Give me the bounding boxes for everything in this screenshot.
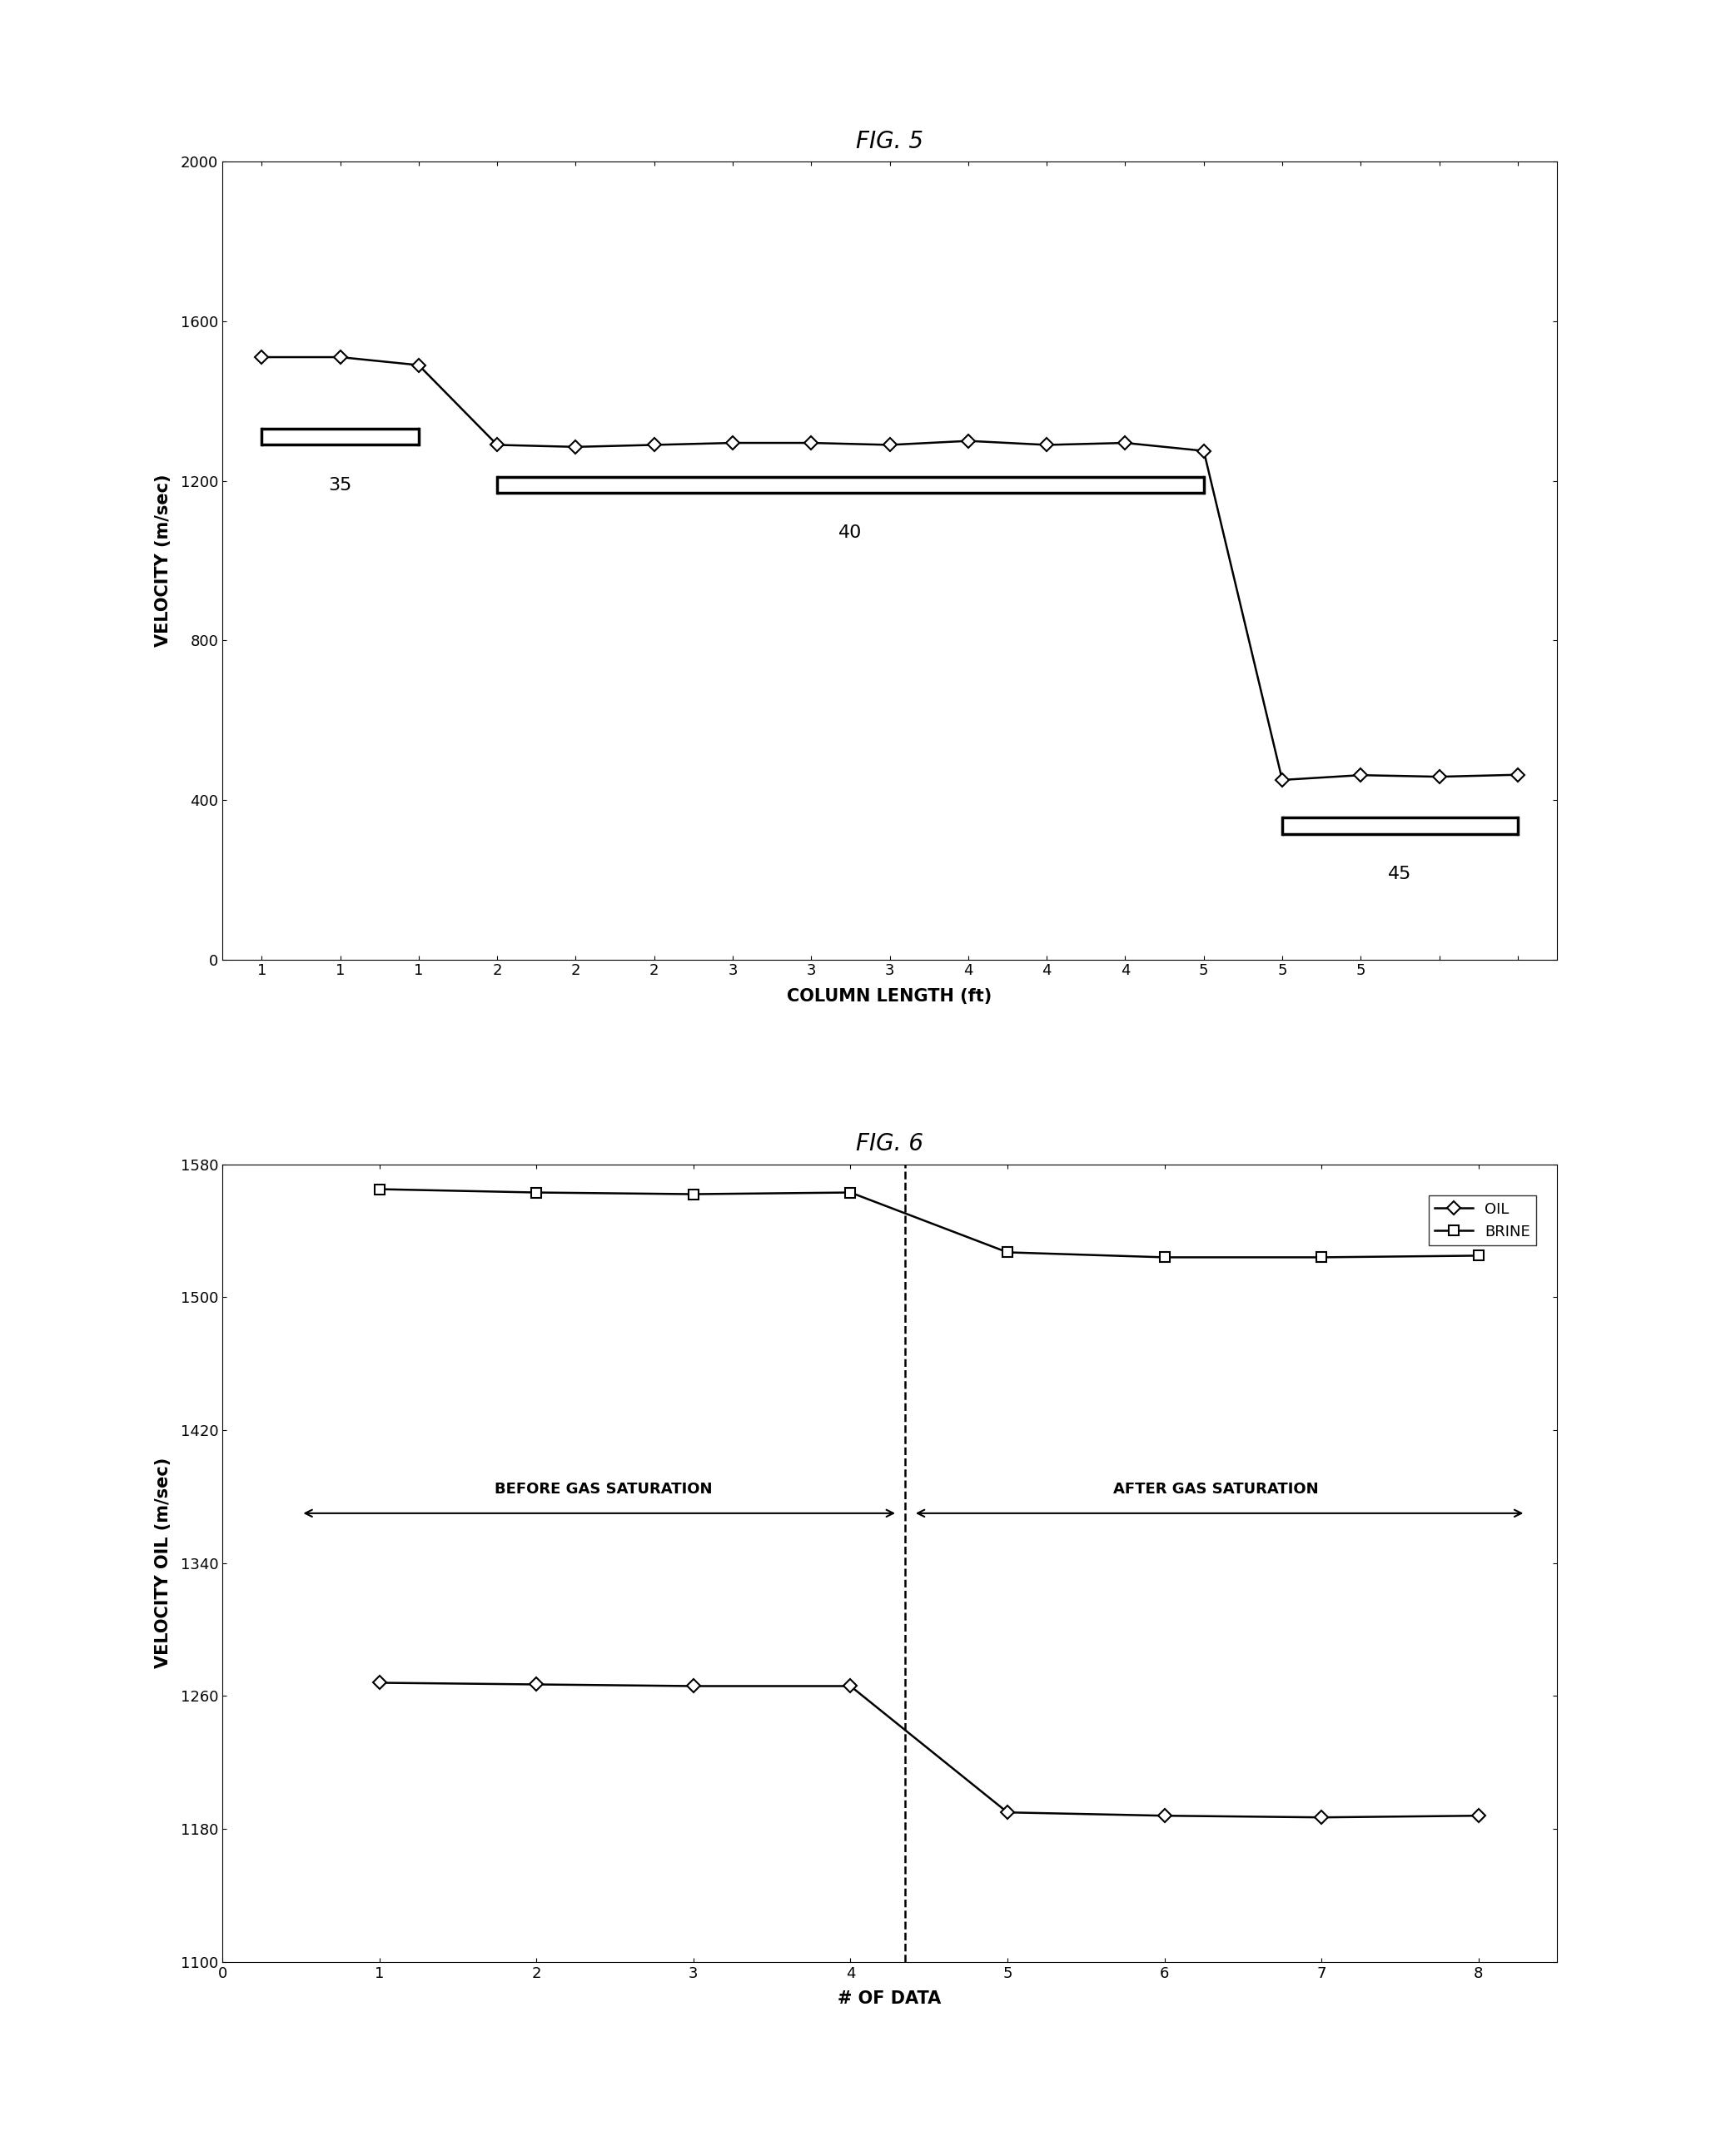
- BRINE: [370, 1177, 390, 1203]
- Line: BRINE: BRINE: [375, 1184, 1483, 1261]
- BRINE: [1155, 1244, 1175, 1270]
- X-axis label: COLUMN LENGTH (ft): COLUMN LENGTH (ft): [787, 987, 992, 1005]
- Title: FIG. 6: FIG. 6: [856, 1132, 924, 1156]
- Legend: OIL, BRINE: OIL, BRINE: [1429, 1197, 1536, 1246]
- OIL: [527, 1671, 548, 1697]
- X-axis label: # OF DATA: # OF DATA: [838, 1990, 941, 2007]
- BRINE: [840, 1179, 861, 1205]
- OIL: [1468, 1802, 1489, 1828]
- OIL: [840, 1673, 861, 1699]
- Y-axis label: VELOCITY OIL (m/sec): VELOCITY OIL (m/sec): [154, 1457, 171, 1669]
- OIL: [1311, 1805, 1331, 1830]
- Text: BEFORE GAS SATURATION: BEFORE GAS SATURATION: [494, 1481, 712, 1496]
- Text: 40: 40: [838, 524, 862, 541]
- BRINE: [1468, 1242, 1489, 1268]
- Line: OIL: OIL: [375, 1677, 1483, 1822]
- BRINE: [1311, 1244, 1331, 1270]
- OIL: [1155, 1802, 1175, 1828]
- Title: FIG. 5: FIG. 5: [856, 129, 924, 153]
- BRINE: [527, 1179, 548, 1205]
- Text: 35: 35: [329, 476, 352, 494]
- OIL: [683, 1673, 703, 1699]
- BRINE: [683, 1181, 703, 1207]
- BRINE: [998, 1240, 1018, 1266]
- Y-axis label: VELOCITY (m/sec): VELOCITY (m/sec): [154, 474, 171, 647]
- OIL: [998, 1800, 1018, 1826]
- Text: AFTER GAS SATURATION: AFTER GAS SATURATION: [1112, 1481, 1317, 1496]
- Text: 45: 45: [1388, 867, 1412, 882]
- OIL: [370, 1669, 390, 1695]
